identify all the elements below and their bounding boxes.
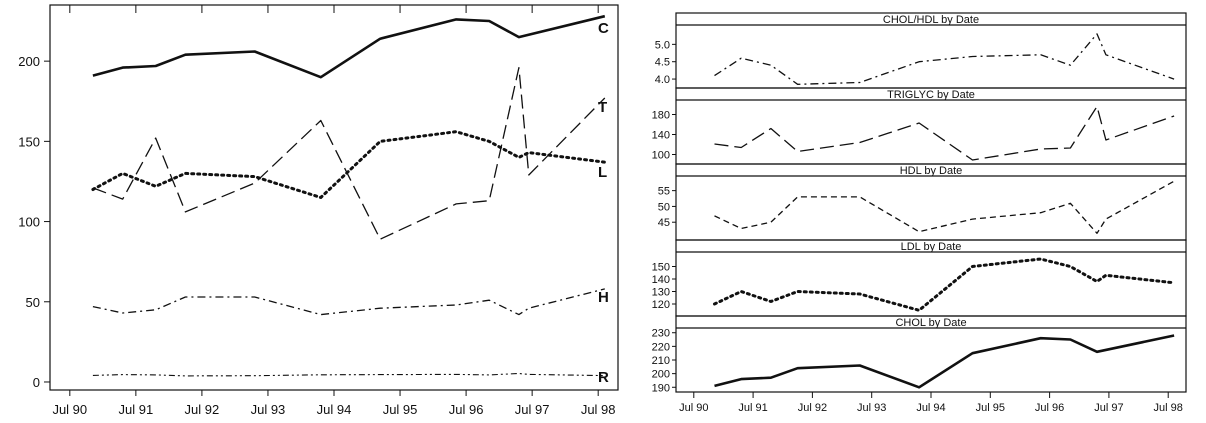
right-y-tick-label: 190 [652, 382, 670, 394]
left-y-tick-label: 0 [33, 375, 40, 390]
right-y-tick-label: 140 [652, 274, 670, 286]
left-series-R-point [528, 373, 530, 375]
left-series-label-H: H [598, 289, 609, 306]
right-panel-title: CHOL/HDL by Date [883, 14, 979, 26]
right-x-tick-label: Jul 98 [1154, 402, 1183, 414]
left-x-tick-label: Jul 94 [317, 402, 352, 417]
right-y-tick-label: 55 [658, 186, 670, 198]
left-x-tick-label: Jul 95 [383, 402, 418, 417]
right-series-1-point [1040, 148, 1042, 150]
left-series-label-C: C [598, 20, 609, 37]
right-y-tick-label: 5.0 [655, 39, 670, 51]
left-series-label-L: L [598, 164, 607, 181]
left-x-tick-label: Jul 98 [581, 402, 616, 417]
left-x-tick-label: Jul 92 [185, 402, 220, 417]
right-x-tick-label: Jul 96 [1035, 402, 1064, 414]
left-plot-frame [49, 4, 619, 391]
right-x-tick-label: Jul 95 [976, 402, 1005, 414]
right-panel-title: LDL by Date [901, 241, 962, 253]
right-series-3 [713, 257, 1176, 312]
right-y-tick-label: 140 [652, 130, 670, 142]
right-y-tick-label: 100 [652, 150, 670, 162]
left-series-label-T: T [598, 99, 607, 116]
right-panel-title: TRIGLYC by Date [887, 89, 975, 101]
right-series-1 [714, 105, 1175, 161]
left-series-H-point [155, 309, 157, 311]
right-y-tick-label: 45 [658, 217, 670, 229]
left-y-tick-label: 150 [18, 134, 40, 149]
left-x-tick-label: Jul 96 [449, 402, 484, 417]
right-x-tick-label: Jul 94 [916, 402, 945, 414]
right-x-tick-label: Jul 97 [1094, 402, 1123, 414]
right-x-tick-label: Jul 90 [679, 402, 708, 414]
right-panel-title: CHOL by Date [895, 317, 966, 329]
right-y-tick-label: 150 [652, 262, 670, 274]
right-series-1-point [1096, 105, 1098, 107]
right-series-0 [714, 33, 1175, 85]
left-series-H-point [528, 307, 530, 309]
left-x-tick-label: Jul 97 [515, 402, 550, 417]
left-series-L [91, 130, 607, 199]
left-y-tick-label: 200 [18, 54, 40, 69]
right-panel-title: HDL by Date [900, 165, 963, 177]
right-x-tick-label: Jul 92 [798, 402, 827, 414]
left-y-tick-label: 50 [26, 295, 40, 310]
right-y-tick-label: 50 [658, 201, 670, 213]
left-series-T [92, 66, 606, 240]
left-series-C [92, 14, 606, 79]
right-x-tick-label: Jul 93 [857, 402, 886, 414]
right-series-3-point [1173, 282, 1175, 284]
left-series-label-R: R [598, 369, 609, 386]
right-y-tick-label: 180 [652, 110, 670, 122]
left-x-tick-label: Jul 90 [52, 402, 87, 417]
right-series-4 [714, 334, 1175, 389]
left-series-R [92, 372, 605, 377]
right-y-tick-label: 230 [652, 328, 670, 340]
left-series-T-point [488, 200, 490, 202]
right-y-tick-label: 210 [652, 355, 670, 367]
right-y-tick-label: 200 [652, 369, 670, 381]
right-y-tick-label: 220 [652, 341, 670, 353]
left-y-tick-label: 100 [18, 215, 40, 230]
right-x-tick-label: Jul 91 [738, 402, 767, 414]
right-series-1-point [796, 150, 798, 152]
right-series-2-point [918, 231, 920, 233]
left-series-H [92, 288, 605, 316]
left-x-tick-label: Jul 93 [251, 402, 286, 417]
left-series-R-point [518, 372, 520, 374]
right-y-tick-label: 120 [652, 299, 670, 311]
right-series-2 [714, 180, 1175, 234]
right-y-tick-label: 4.0 [655, 74, 670, 86]
left-series-H-point [455, 304, 457, 306]
right-y-tick-label: 4.5 [655, 57, 670, 69]
left-x-tick-label: Jul 91 [119, 402, 154, 417]
left-series-T-point [254, 182, 256, 184]
right-y-tick-label: 130 [652, 287, 670, 299]
